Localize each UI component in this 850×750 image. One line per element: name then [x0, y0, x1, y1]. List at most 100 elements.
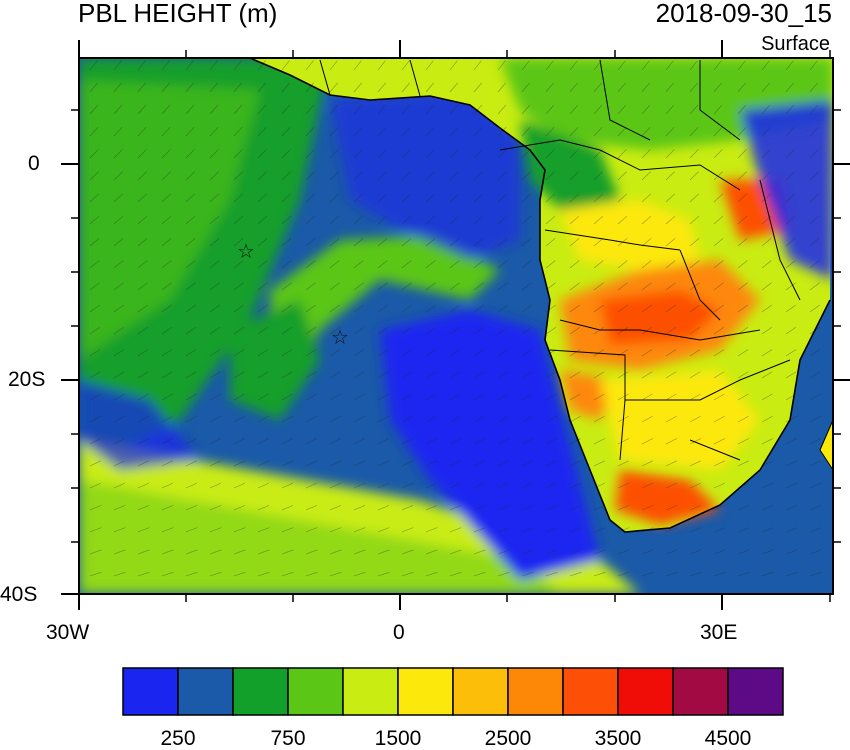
wind-barb — [809, 393, 821, 401]
wind-barb — [569, 571, 582, 577]
wind-barb — [761, 149, 771, 159]
wind-barb — [809, 104, 819, 115]
wind-barb — [737, 104, 747, 115]
wind-barb — [809, 527, 822, 533]
wind-barb — [161, 326, 173, 335]
wind-barb — [617, 171, 627, 181]
wind-barb — [233, 438, 245, 445]
wind-barb — [497, 393, 509, 401]
wind-barb — [329, 349, 341, 357]
wind-barb — [641, 215, 652, 225]
wind-barb — [233, 549, 246, 555]
wind-barb — [689, 149, 699, 159]
wind-barb — [761, 82, 770, 93]
major-ticks — [61, 40, 850, 610]
wind-barb — [185, 438, 197, 445]
wind-barb — [809, 505, 822, 511]
wind-barb — [305, 215, 316, 225]
wind-barb — [737, 393, 749, 401]
wind-barb — [449, 438, 461, 445]
wind-barb — [617, 527, 630, 533]
wind-barb — [161, 371, 173, 379]
wind-barb — [329, 527, 342, 533]
colorbar-label-3500: 3500 — [594, 727, 642, 750]
wind-barb — [449, 193, 459, 203]
wind-barb — [401, 549, 414, 555]
wind-barb — [353, 215, 364, 225]
wind-barb — [761, 393, 773, 401]
wind-barb — [281, 527, 294, 533]
wind-barb — [497, 104, 507, 115]
wind-barb — [281, 104, 291, 115]
wind-barb — [545, 460, 557, 467]
wind-barb — [713, 571, 726, 577]
wind-barb — [593, 260, 604, 269]
wind-barb — [281, 60, 290, 71]
wind-barb — [425, 438, 437, 445]
wind-barb — [713, 349, 725, 357]
wind-barb — [737, 149, 747, 159]
wind-barb — [113, 260, 124, 269]
wind-barb — [713, 460, 725, 467]
wind-barb — [353, 304, 364, 313]
wind-barb — [137, 171, 147, 181]
level-label: Surface — [761, 33, 830, 55]
wind-barb — [257, 416, 269, 423]
wind-barb — [737, 438, 749, 445]
wind-barb — [473, 549, 486, 555]
wind-barb — [305, 371, 317, 379]
wind-barb — [377, 326, 389, 335]
wind-barb — [233, 371, 245, 379]
wind-barb — [233, 126, 243, 137]
wind-barb — [713, 549, 726, 555]
wind-barb — [713, 416, 725, 423]
wind-barb — [425, 527, 438, 533]
wind-barb — [281, 571, 294, 577]
wind-barb — [185, 416, 197, 423]
wind-barb — [617, 104, 627, 115]
wind-barb — [377, 193, 387, 203]
wind-barb — [329, 571, 342, 577]
wind-barb — [209, 282, 220, 291]
wind-barb — [761, 482, 774, 489]
wind-barb — [449, 393, 461, 401]
wind-barb — [473, 260, 484, 269]
wind-barb — [401, 349, 413, 357]
wind-barb — [785, 482, 798, 489]
wind-barb — [641, 282, 652, 291]
wind-barb — [137, 260, 148, 269]
wind-barb — [257, 460, 269, 467]
wind-barb — [689, 104, 699, 115]
wind-barb — [473, 349, 485, 357]
wind-barb — [113, 438, 125, 445]
wind-barb — [185, 326, 197, 335]
colorbar-swatch — [452, 667, 509, 716]
wind-barb — [401, 527, 414, 533]
wind-barb — [473, 238, 484, 247]
wind-barb — [713, 505, 726, 511]
wind-barb — [761, 371, 773, 379]
wind-barb — [137, 549, 150, 555]
wind-barb — [233, 460, 245, 467]
wind-barb — [353, 349, 365, 357]
wind-barb — [473, 282, 484, 291]
wind-barb — [785, 326, 797, 335]
wind-barb — [593, 460, 605, 467]
wind-barb — [761, 193, 771, 203]
wind-barb — [401, 215, 412, 225]
wind-barb — [353, 282, 364, 291]
wind-barb — [521, 393, 533, 401]
wind-barb — [689, 393, 701, 401]
wind-barb — [377, 393, 389, 401]
wind-barb — [617, 482, 630, 489]
wind-barb — [569, 482, 582, 489]
wind-barb — [185, 571, 198, 577]
wind-barb — [569, 393, 581, 401]
wind-barb — [401, 393, 413, 401]
map-title: PBL HEIGHT (m) — [78, 0, 278, 28]
wind-barb — [401, 371, 413, 379]
wind-barb — [425, 349, 437, 357]
wind-barb — [521, 260, 532, 269]
wind-barb — [137, 371, 149, 379]
wind-barb — [809, 82, 818, 93]
